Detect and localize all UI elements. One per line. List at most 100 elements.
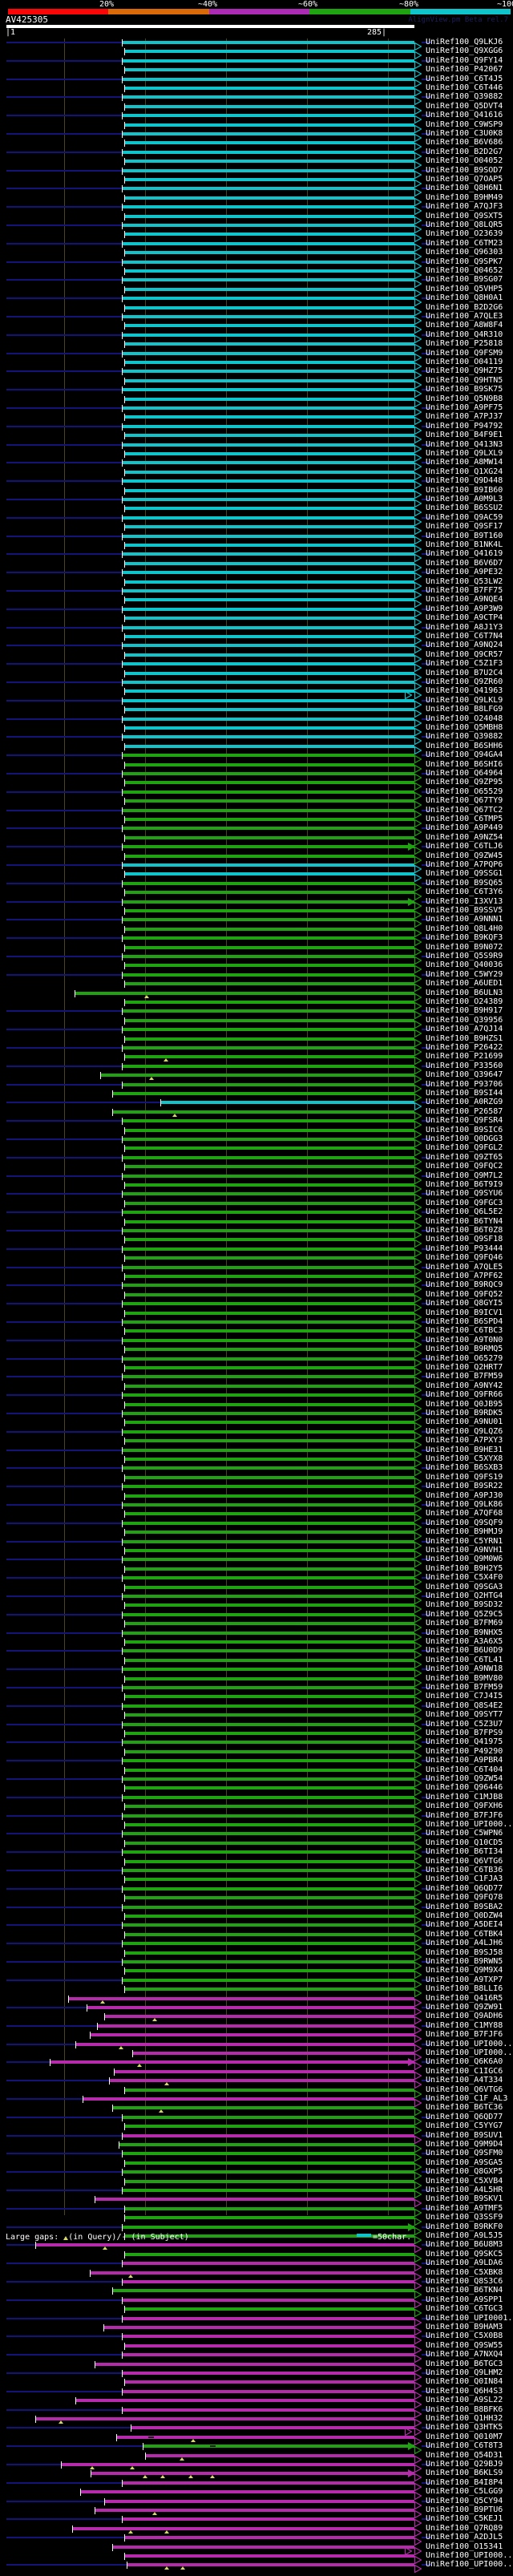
hsp-bar[interactable] [125,945,414,949]
hsp-bar[interactable] [87,2006,414,2009]
hsp-bar[interactable] [125,2216,414,2220]
hit-accession-label[interactable]: UniRef100_C5Z3U7 [426,1719,503,1729]
hsp-bar[interactable] [125,1275,414,1278]
hsp-bar[interactable] [125,160,414,164]
hsp-bar[interactable] [125,1823,414,1826]
hsp-bar[interactable] [125,799,414,803]
hit-accession-label[interactable]: UniRef100_Q9FSM9 [426,348,503,358]
hit-row[interactable]: UniRef100_Q39647 [0,1070,513,1084]
hit-accession-label[interactable]: UniRef100_Q8GXP5 [426,2167,503,2177]
hsp-bar[interactable] [81,2490,414,2494]
hit-row[interactable]: UniRef100_A2DJL5 [0,2533,513,2546]
hit-row[interactable]: UniRef100_C5X0B8 [0,2331,513,2345]
hit-accession-label[interactable]: UniRef100_B9SUV1 [426,2130,503,2140]
hsp-bar[interactable] [123,1119,414,1123]
hit-row[interactable]: UniRef100_Q10CD5 [0,1838,513,1852]
hit-row[interactable]: UniRef100_Q67TC2 [0,806,513,819]
hit-row[interactable]: UniRef100_Q40036 [0,960,513,974]
hit-row[interactable]: UniRef100_O24389 [0,997,513,1011]
hsp-bar[interactable] [123,41,414,44]
hsp-bar[interactable] [123,1576,414,1580]
hsp-bar[interactable] [125,1732,414,1735]
hit-accession-label[interactable]: UniRef100_B6TC36 [426,2103,503,2113]
hit-row[interactable]: UniRef100_A7QLE3 [0,312,513,326]
hsp-bar[interactable] [125,580,414,584]
hit-row[interactable]: UniRef100_A7QJ14 [0,1025,513,1038]
hsp-bar[interactable] [123,2152,414,2156]
hit-row[interactable]: UniRef100_Q9SYT7 [0,1710,513,1724]
hit-accession-label[interactable]: UniRef100_B6TKN4 [426,2286,503,2295]
hit-row[interactable]: UniRef100_Q9ZR60 [0,677,513,691]
hsp-bar[interactable] [123,1869,414,1872]
hit-accession-label[interactable]: UniRef100_Q9SFM0 [426,2149,503,2158]
hsp-bar[interactable] [123,625,414,629]
hit-row[interactable]: UniRef100_Q9ZT65 [0,1153,513,1167]
hit-accession-label[interactable]: UniRef100_C5LGG9 [426,2487,503,2497]
hit-row[interactable]: UniRef100_O23639 [0,229,513,243]
hit-row[interactable]: UniRef100_Q3SSF9 [0,2213,513,2226]
hit-accession-label[interactable]: UniRef100_A9CTP4 [426,613,503,623]
hit-accession-label[interactable]: UniRef100_C1IGC6 [426,2066,503,2076]
hit-row[interactable]: UniRef100_Q54D31 [0,2451,513,2465]
hit-row[interactable]: UniRef100_C6TBK4 [0,1930,513,1943]
hsp-bar[interactable] [123,534,414,538]
hsp-bar[interactable] [125,214,414,218]
hit-accession-label[interactable]: UniRef100_B4I8P4 [426,2477,503,2487]
hsp-bar[interactable] [123,2189,414,2192]
hit-row[interactable]: UniRef100_B7FPS9 [0,1729,513,1742]
hit-row[interactable]: UniRef100_A0M9L3 [0,495,513,508]
hsp-bar[interactable] [123,2372,414,2375]
hit-accession-label[interactable]: UniRef100_B6T0Z8 [426,1226,503,1235]
hsp-bar[interactable] [76,2399,414,2403]
hit-accession-label[interactable]: UniRef100_A8J1Y3 [426,622,503,632]
hit-accession-label[interactable]: UniRef100_Q39882 [426,92,503,102]
hit-accession-label[interactable]: UniRef100_A7PQP6 [426,860,503,869]
hsp-bar[interactable] [125,927,414,931]
hit-accession-label[interactable]: UniRef100_B9SSV5 [426,906,503,915]
hsp-bar[interactable] [123,77,414,81]
hsp-bar[interactable] [123,351,414,355]
hit-row[interactable]: UniRef100_Q9FSM9 [0,348,513,362]
hit-row[interactable]: UniRef100_Q9SYU6 [0,1189,513,1203]
hsp-bar[interactable] [123,698,414,702]
hit-accession-label[interactable]: UniRef100_Q39956 [426,1015,503,1025]
hsp-bar[interactable] [123,735,414,739]
hit-accession-label[interactable]: UniRef100_Q0DZW4 [426,1911,503,1920]
hit-accession-label[interactable]: UniRef100_B6KLS9 [426,2469,503,2478]
hit-accession-label[interactable]: UniRef100_O23639 [426,229,503,239]
hsp-bar[interactable] [98,2024,414,2028]
hit-row[interactable]: UniRef100_B6SHI6 [0,760,513,774]
hsp-bar[interactable] [125,1018,414,1022]
hit-accession-label[interactable]: UniRef100_B9RKF0 [426,2222,503,2231]
hit-row[interactable]: UniRef100_Q9ZW54 [0,1774,513,1788]
hit-row[interactable]: UniRef100_P93706 [0,1080,513,1094]
hsp-bar[interactable] [123,114,414,118]
hit-row[interactable]: UniRef100_Q9SF17 [0,522,513,536]
hit-row[interactable]: UniRef100_C5WPN6 [0,1829,513,1842]
hit-accession-label[interactable]: UniRef100_Q10CD5 [426,1838,503,1847]
hsp-bar[interactable] [123,552,414,556]
hit-accession-label[interactable]: UniRef100_Q9CR57 [426,649,503,659]
hit-accession-label[interactable]: UniRef100_B4F9E1 [426,431,503,440]
hit-row[interactable]: UniRef100_B9SJ58 [0,1948,513,1962]
hsp-bar[interactable] [123,1795,414,1799]
hsp-bar[interactable] [125,87,414,90]
hsp-bar[interactable] [123,1722,414,1726]
hit-accession-label[interactable]: UniRef100_C5X4F0 [426,1573,503,1583]
hit-accession-label[interactable]: UniRef100_B2D2G7 [426,147,503,156]
hit-accession-label[interactable]: UniRef100_B9HM49 [426,192,503,202]
hit-accession-label[interactable]: UniRef100_B6TGC3 [426,2359,503,2368]
hsp-bar[interactable] [125,671,414,675]
hit-row[interactable]: UniRef100_A7PJ37 [0,412,513,426]
hit-accession-label[interactable]: UniRef100_B1NK4L [426,540,503,549]
hit-accession-label[interactable]: UniRef100_C5WPN6 [426,1829,503,1838]
hit-row[interactable]: UniRef100_P93444 [0,1244,513,1258]
hit-row[interactable]: UniRef100_Q0DGG3 [0,1134,513,1148]
hit-row[interactable]: UniRef100_Q6L5E2 [0,1207,513,1221]
hsp-bar[interactable] [131,2426,414,2430]
hit-row[interactable]: UniRef100_Q8H6N1 [0,184,513,197]
hit-accession-label[interactable]: UniRef100_B9H917 [426,1006,503,1016]
hsp-bar[interactable] [125,452,414,455]
hit-accession-label[interactable]: UniRef100_Q9LKJ6 [426,38,503,47]
hit-row[interactable]: UniRef100_B9SKV1 [0,2194,513,2208]
